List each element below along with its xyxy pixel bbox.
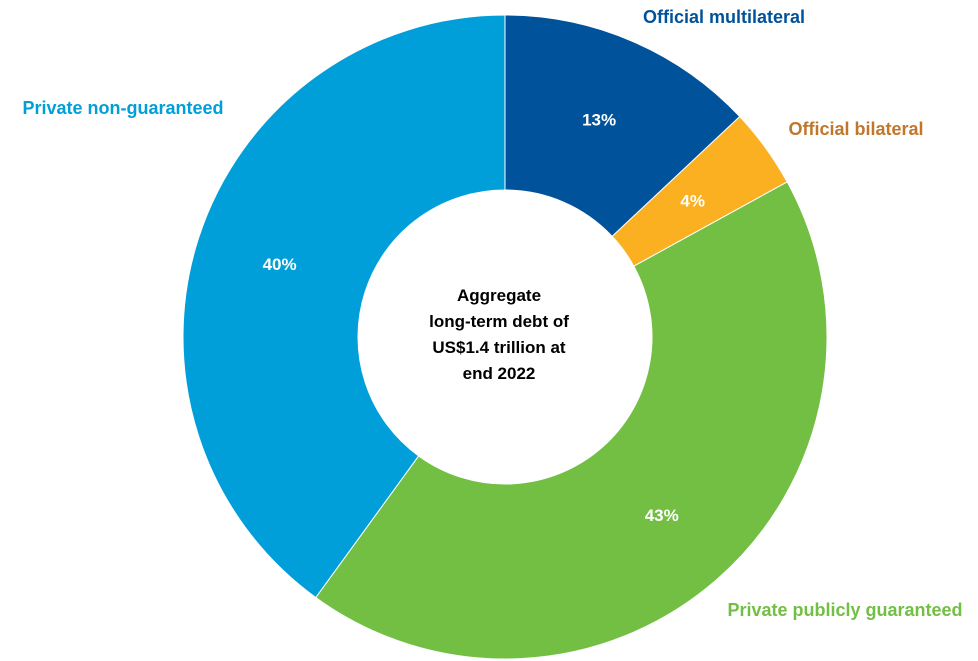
category-label-official-multilateral: Official multilateral xyxy=(643,7,805,27)
center-caption: Aggregate long-term debt of US$1.4 trill… xyxy=(429,286,569,383)
value-label-private-non-guaranteed: 40% xyxy=(263,255,297,274)
donut-slices xyxy=(182,14,828,660)
value-label-official-bilateral: 4% xyxy=(680,192,705,211)
value-labels: 13% 4% 43% 40% xyxy=(263,110,705,524)
slice-private-publicly-guaranteed xyxy=(315,181,828,660)
category-label-private-publicly-guaranteed: Private publicly guaranteed xyxy=(727,600,962,620)
category-label-private-non-guaranteed: Private non-guaranteed xyxy=(22,98,223,118)
center-caption-line-4: end 2022 xyxy=(463,364,536,383)
slice-official-multilateral xyxy=(504,14,741,238)
slice-private-non-guaranteed xyxy=(182,14,506,599)
center-caption-line-2: long-term debt of xyxy=(429,312,569,331)
center-caption-line-3: US$1.4 trillion at xyxy=(432,338,566,357)
center-caption-line-1: Aggregate xyxy=(457,286,541,305)
category-label-official-bilateral: Official bilateral xyxy=(788,119,923,139)
value-label-private-publicly-guaranteed: 43% xyxy=(645,506,679,525)
value-label-official-multilateral: 13% xyxy=(582,110,616,129)
